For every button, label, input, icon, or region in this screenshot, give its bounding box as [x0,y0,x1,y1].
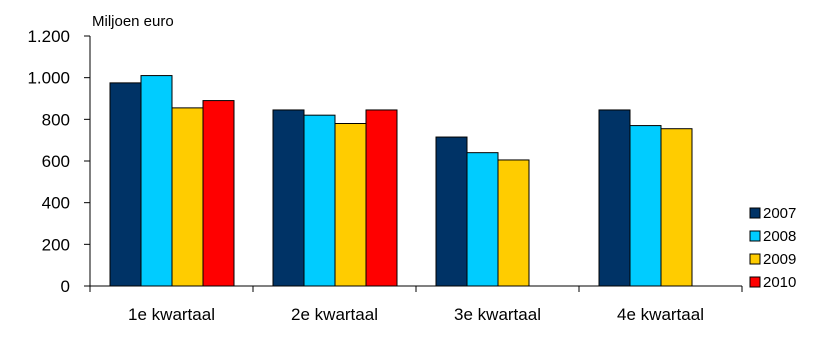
bar-2010-2 [365,109,398,287]
legend-label-2007: 2007 [763,205,796,222]
y-tick-label: 800 [42,110,70,129]
y-tick-label: 1.000 [27,69,70,88]
legend-swatch-2010 [749,276,761,288]
bar-2009-1 [171,107,204,287]
bar-2008-4 [629,125,662,287]
axes: 0 200 400 600 800 1.000 1.200 1e kwartaal 2e kwa… [27,27,743,324]
legend-label-2010: 2010 [763,274,796,291]
bar-2009-3 [497,159,530,287]
y-tick-label: 0 [61,277,70,296]
bar-2007-3 [435,136,468,287]
bar-2009-2 [334,123,367,287]
bar-2007-2 [272,109,305,287]
bar-2008-2 [303,114,336,287]
bar-2008-1 [140,75,173,287]
legend-label-2008: 2008 [763,228,796,245]
bar-2010-1 [202,100,235,287]
x-tick-label: 1e kwartaal [128,305,215,324]
y-tick-label: 1.200 [27,27,70,46]
bar-2008-3 [466,152,499,287]
y-tick-label: 200 [42,235,70,254]
y-axis-label: Miljoen euro [92,13,174,30]
y-tick-label: 400 [42,194,70,213]
x-tick-label: 2e kwartaal [291,305,378,324]
bars [109,75,693,287]
legend: 2007 2008 2009 2010 [749,205,796,291]
legend-swatch-2008 [749,230,761,242]
legend-swatch-2009 [749,253,761,265]
legend-label-2009: 2009 [763,251,796,268]
x-tick-label: 4e kwartaal [617,305,704,324]
y-tick-label: 600 [42,152,70,171]
x-tick-label: 3e kwartaal [454,305,541,324]
bar-2007-1 [109,82,142,287]
bar-2007-4 [598,109,631,287]
bar-2009-4 [660,128,693,287]
legend-swatch-2007 [749,207,761,219]
